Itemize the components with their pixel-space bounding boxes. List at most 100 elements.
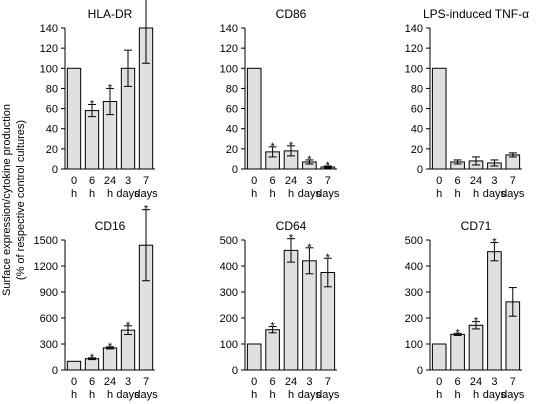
x-tick-label: 0 — [251, 376, 257, 388]
y-tick-label: 200 — [220, 313, 238, 325]
significance-asterisk: * — [108, 341, 113, 353]
significance-asterisk: * — [270, 321, 275, 333]
x-tick-label: 7 — [143, 175, 149, 187]
x-tick-label: 7 — [325, 376, 331, 388]
x-tick-unit-label: h — [89, 389, 95, 401]
x-tick-unit-label: h — [473, 389, 479, 401]
bar — [283, 249, 299, 371]
y-tick-label: 140 — [405, 23, 423, 35]
panel-3: LPS-induced TNF-α0204060801001201400h6h2… — [405, 7, 529, 200]
y-tick-label: 100 — [405, 339, 423, 351]
y-tick-label: 0 — [52, 365, 58, 377]
panel-4: CD160300600900120015000h*6h*24h*3days*7d… — [34, 204, 159, 401]
significance-asterisk: * — [90, 352, 95, 364]
x-tick-label: 6 — [455, 175, 461, 187]
x-tick-unit-label: days — [298, 188, 322, 200]
y-tick-label: 1500 — [34, 235, 58, 247]
x-tick-unit-label: days — [134, 188, 158, 200]
y-tick-label: 20 — [46, 144, 58, 156]
x-tick-unit-label: days — [116, 188, 140, 200]
x-tick-unit-label: h — [436, 188, 442, 200]
y-axis-label: Surface expression/cytokine production — [1, 104, 13, 296]
x-tick-label: 0 — [436, 175, 442, 187]
x-tick-label: 24 — [285, 175, 297, 187]
bar — [487, 251, 502, 371]
y-tick-label: 100 — [220, 63, 238, 75]
significance-asterisk: * — [455, 327, 460, 339]
y-tick-label: 300 — [220, 287, 238, 299]
x-tick-label: 24 — [285, 376, 297, 388]
x-tick-label: 7 — [510, 175, 516, 187]
x-tick-unit-label: h — [89, 188, 95, 200]
panel-title: CD64 — [276, 219, 307, 233]
y-tick-label: 80 — [226, 83, 238, 95]
significance-asterisk: * — [492, 237, 497, 249]
x-tick-unit-label: h — [107, 188, 113, 200]
x-tick-label: 7 — [143, 376, 149, 388]
significance-asterisk: * — [326, 252, 331, 264]
bar — [265, 329, 280, 371]
x-tick-label: 24 — [104, 376, 116, 388]
y-tick-label: 40 — [411, 124, 423, 136]
bar — [246, 67, 262, 170]
panel-title: LPS-induced TNF-α — [423, 7, 529, 21]
y-tick-label: 500 — [405, 235, 423, 247]
panel-5: CD6401002003004005000h*6h*24h*3days*7day… — [220, 219, 340, 401]
bar — [120, 329, 136, 371]
x-tick-label: 7 — [510, 376, 516, 388]
x-tick-label: 0 — [71, 175, 77, 187]
y-tick-label: 20 — [411, 144, 423, 156]
x-tick-label: 6 — [89, 376, 95, 388]
y-tick-label: 120 — [405, 43, 423, 55]
y-tick-label: 100 — [40, 63, 58, 75]
y-tick-label: 0 — [52, 164, 58, 176]
x-tick-unit-label: days — [483, 188, 507, 200]
panel-2: CD860204060801001201400h*6h*24h*3days*7d… — [220, 7, 340, 200]
x-tick-label: 24 — [470, 376, 482, 388]
x-tick-unit-label: days — [316, 188, 340, 200]
bar — [302, 260, 317, 371]
y-tick-label: 100 — [220, 339, 238, 351]
x-tick-label: 24 — [104, 175, 116, 187]
x-tick-unit-label: days — [298, 389, 322, 401]
y-tick-label: 300 — [405, 287, 423, 299]
bar — [431, 343, 447, 371]
y-tick-label: 40 — [46, 124, 58, 136]
x-tick-unit-label: h — [473, 188, 479, 200]
x-tick-unit-label: h — [436, 389, 442, 401]
x-tick-label: 3 — [125, 376, 131, 388]
y-tick-label: 60 — [411, 104, 423, 116]
panel-title: HLA-DR — [88, 7, 133, 21]
x-tick-unit-label: days — [501, 188, 525, 200]
x-tick-unit-label: h — [251, 188, 257, 200]
x-tick-unit-label: h — [455, 188, 461, 200]
x-tick-unit-label: h — [270, 389, 276, 401]
bar — [450, 333, 465, 371]
significance-asterisk: * — [270, 141, 275, 153]
x-tick-label: 0 — [436, 376, 442, 388]
y-tick-label: 120 — [220, 43, 238, 55]
y-tick-label: 200 — [405, 313, 423, 325]
x-tick-label: 3 — [491, 376, 497, 388]
x-tick-unit-label: days — [134, 389, 158, 401]
x-tick-unit-label: h — [251, 389, 257, 401]
x-tick-label: 3 — [125, 175, 131, 187]
x-tick-unit-label: h — [107, 389, 113, 401]
y-axis-label-secondary: (% of respective control cultures) — [15, 120, 27, 280]
bar — [84, 110, 100, 170]
significance-asterisk: * — [307, 242, 312, 254]
significance-asterisk: * — [326, 160, 331, 172]
significance-asterisk: * — [90, 99, 95, 111]
x-tick-label: 6 — [455, 376, 461, 388]
x-tick-unit-label: days — [501, 389, 525, 401]
y-tick-label: 500 — [220, 235, 238, 247]
x-tick-label: 0 — [71, 376, 77, 388]
x-tick-label: 7 — [325, 175, 331, 187]
significance-asterisk: * — [474, 316, 479, 328]
x-tick-unit-label: days — [116, 389, 140, 401]
y-tick-label: 60 — [226, 104, 238, 116]
x-tick-unit-label: days — [483, 389, 507, 401]
significance-asterisk: * — [289, 233, 294, 245]
significance-asterisk: * — [126, 320, 131, 332]
